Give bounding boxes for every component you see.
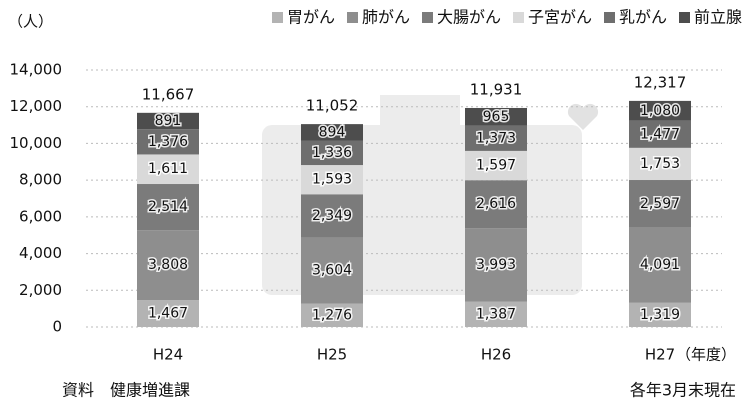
value-label: 2,514 — [148, 199, 188, 215]
legend-label: 子宮がん — [528, 8, 592, 27]
value-label: 2,597 — [640, 196, 680, 212]
value-label: 3,808 — [148, 257, 188, 273]
legend-swatch — [604, 12, 615, 23]
note: 各年3月末現在 — [630, 381, 736, 400]
y-tick-label: 8,000 — [19, 171, 62, 189]
value-label: 1,376 — [148, 134, 188, 150]
value-label: 1,336 — [312, 145, 352, 161]
legend-swatch — [347, 12, 358, 23]
value-label: 3,993 — [476, 257, 516, 273]
value-label: 894 — [319, 124, 346, 140]
value-label: 1,467 — [148, 306, 188, 322]
legend-label: 肺がん — [362, 8, 410, 27]
source: 資料 健康増進課 — [62, 381, 190, 400]
legend-label: 乳がん — [619, 8, 667, 27]
x-tick-label: H25 — [317, 346, 347, 364]
total-label: 12,317 — [634, 73, 687, 91]
x-tick-label: H24 — [153, 346, 183, 364]
value-label: 2,349 — [312, 208, 352, 224]
legend-swatch — [679, 12, 690, 23]
legend-swatch — [272, 12, 283, 23]
legend-label: 胃がん — [287, 8, 335, 27]
value-label: 2,616 — [476, 196, 516, 212]
chart: （人） （年度） 資料 健康増進課 各年3月末現在 0 2,000 4,000 6,0… — [0, 0, 743, 405]
legend-label: 前立腺がん — [694, 8, 743, 27]
total-label: 11,667 — [142, 85, 195, 103]
total-label: 11,931 — [470, 80, 523, 98]
y-tick-label: 14,000 — [10, 61, 63, 79]
value-label: 1,080 — [640, 103, 680, 119]
value-label: 1,276 — [312, 307, 352, 323]
value-label: 1,611 — [148, 161, 188, 177]
value-label: 3,604 — [312, 262, 352, 278]
y-tick-label: 6,000 — [19, 207, 62, 225]
value-label: 1,477 — [640, 126, 680, 142]
y-tick-label: 2,000 — [19, 281, 62, 299]
total-label: 11,052 — [306, 97, 359, 115]
value-label: 1,373 — [476, 130, 516, 146]
legend-swatch — [422, 12, 433, 23]
x-axis-unit: （年度） — [676, 346, 736, 364]
legend-label: 大腸がん — [437, 8, 501, 27]
y-axis-label: （人） — [8, 13, 53, 31]
x-tick-label: H27 — [645, 346, 675, 364]
value-label: 891 — [155, 113, 182, 129]
y-tick-label: 0 — [52, 318, 62, 336]
x-tick-label: H26 — [481, 346, 511, 364]
value-label: 1,597 — [476, 158, 516, 174]
y-tick-label: 4,000 — [19, 244, 62, 262]
value-label: 1,753 — [640, 156, 680, 172]
value-label: 4,091 — [640, 257, 680, 273]
legend-swatch — [513, 12, 524, 23]
y-tick-label: 10,000 — [10, 134, 63, 152]
value-label: 1,319 — [640, 307, 680, 323]
value-label: 1,593 — [312, 172, 352, 188]
y-tick-label: 12,000 — [10, 97, 63, 115]
value-label: 1,387 — [476, 306, 516, 322]
value-label: 965 — [483, 109, 510, 125]
